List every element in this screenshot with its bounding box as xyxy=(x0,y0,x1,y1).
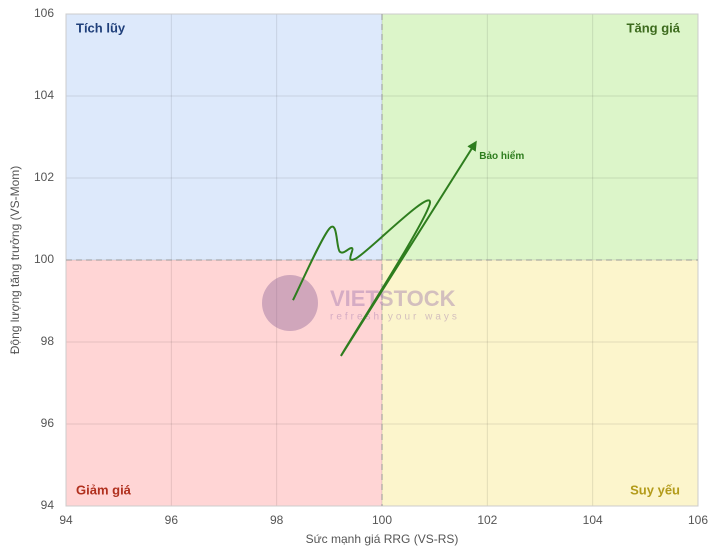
quadrant xyxy=(382,260,698,506)
x-tick-label: 98 xyxy=(270,513,284,527)
y-tick-label: 104 xyxy=(34,88,54,102)
x-tick-label: 100 xyxy=(372,513,392,527)
watermark-text: VIETSTOCK xyxy=(330,286,456,311)
x-tick-label: 102 xyxy=(477,513,497,527)
x-axis-title: Sức mạnh giá RRG (VS-RS) xyxy=(306,532,459,546)
y-tick-label: 98 xyxy=(41,334,55,348)
trail-line xyxy=(292,140,477,357)
y-tick-label: 94 xyxy=(41,498,55,512)
watermark-tagline: refresh your ways xyxy=(330,312,460,323)
quadrant xyxy=(382,14,698,260)
quadrant-label: Tích lũy xyxy=(76,20,126,35)
quadrant-label: Giảm giá xyxy=(76,482,132,497)
y-axis-title: Động lượng tăng trưởng (VS-Mom) xyxy=(8,166,22,355)
series-label: Bảo hiểm xyxy=(479,150,524,162)
quadrant xyxy=(66,260,382,506)
quadrant-label: Suy yếu xyxy=(630,482,680,497)
watermark-logo xyxy=(262,275,318,331)
x-tick-label: 104 xyxy=(583,513,603,527)
x-tick-label: 94 xyxy=(59,513,73,527)
y-tick-label: 102 xyxy=(34,170,54,184)
y-tick-label: 100 xyxy=(34,252,54,266)
y-tick-label: 106 xyxy=(34,6,54,20)
quadrant-label: Tăng giá xyxy=(627,20,681,35)
quadrant xyxy=(66,14,382,260)
y-tick-label: 96 xyxy=(41,416,55,430)
x-tick-label: 106 xyxy=(688,513,708,527)
x-tick-label: 96 xyxy=(165,513,179,527)
